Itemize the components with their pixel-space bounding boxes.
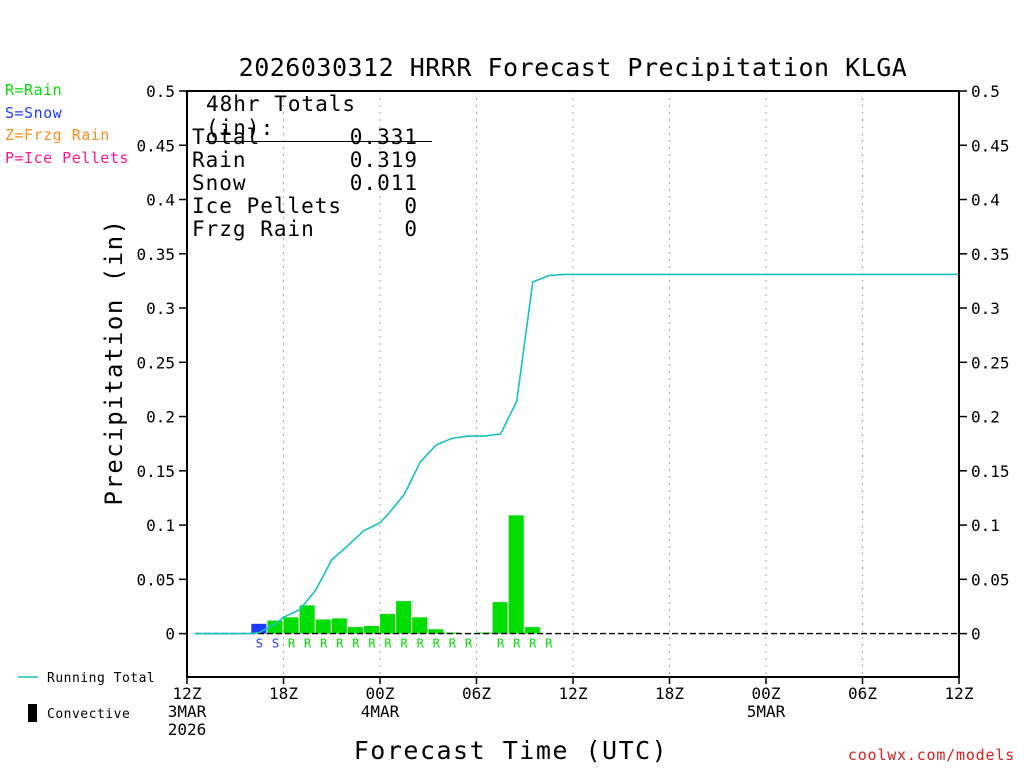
running-total-line (195, 273, 959, 635)
y-axis-left: 0 0.05 0.1 0.15 0.2 0.25 0.3 0.35 0.4 0.45 0.5 (136, 82, 187, 644)
precip-bar (267, 620, 283, 634)
precip-type-label: R (336, 637, 344, 651)
y-axis-right: 0 0.05 0.1 0.15 0.2 0.25 0.3 0.35 0.4 0.45 0.5 (959, 82, 1010, 644)
precip-bar (428, 629, 444, 634)
x-tick-label: 5MAR (747, 702, 786, 721)
y-tick-label-right: 0.3 (971, 299, 1000, 318)
precip-bar (251, 623, 267, 634)
precip-bar (396, 601, 412, 634)
y-tick-label-right: 0 (971, 625, 981, 644)
convective-legend-label: Convective (47, 707, 130, 722)
x-axis-label: Forecast Time (UTC) (354, 736, 668, 765)
totals-box: 48hr Totals (in): Total 0.331 Rain 0.319… (192, 92, 432, 241)
x-tick-label: 12Z (945, 684, 974, 703)
x-tick-label: 18Z (655, 684, 684, 703)
y-tick-label-right: 0.15 (971, 462, 1010, 481)
x-tick-label: 00Z (366, 684, 395, 703)
totals-frzg-label: Frzg Rain (192, 217, 315, 241)
y-tick-label: 0.05 (136, 570, 175, 589)
legend-ice-pellets: P=Ice Pellets (5, 149, 129, 167)
precip-type-label: S (272, 637, 279, 651)
totals-total-value: 0.331 (349, 125, 418, 149)
precip-bar (380, 614, 396, 634)
totals-rain-label: Rain (192, 148, 247, 172)
legend-rain: R=Rain (5, 81, 63, 99)
precip-bar (283, 617, 299, 634)
x-tick-label: 00Z (752, 684, 781, 703)
legend-snow: S=Snow (5, 104, 63, 122)
precip-type-label: R (288, 637, 296, 651)
plot-frame (186, 90, 960, 678)
precip-type-label: R (417, 637, 425, 651)
precip-bar (363, 625, 379, 634)
x-tick-label: 06Z (462, 684, 491, 703)
precip-bar (331, 618, 347, 634)
precip-type-label: R (529, 637, 537, 651)
precip-type-label: R (384, 637, 392, 651)
x-tick-label: 12Z (559, 684, 588, 703)
precip-type-label: R (320, 637, 328, 651)
site-credit: coolwx.com/models (848, 746, 1015, 764)
y-tick-label: 0 (165, 625, 175, 644)
totals-ice-value: 0 (404, 194, 418, 218)
totals-rain-value: 0.319 (349, 148, 418, 172)
precip-bar (524, 627, 540, 634)
totals-snow-value: 0.011 (349, 171, 418, 195)
y-tick-label-right: 0.5 (971, 82, 1000, 101)
totals-total-label: Total (192, 125, 261, 149)
y-tick-label: 0.4 (146, 191, 175, 210)
y-tick-label-right: 0.4 (971, 191, 1000, 210)
precip-bar (315, 619, 331, 634)
y-axis-label: Precipitation (in) (100, 218, 128, 505)
y-tick-label: 0.3 (146, 299, 175, 318)
y-tick-label-right: 0.25 (971, 353, 1010, 372)
running-total-legend-label: Running Total (47, 671, 155, 686)
y-tick-label-right: 0.05 (971, 570, 1010, 589)
y-tick-label: 0.45 (136, 136, 175, 155)
x-tick-label: 2026 (168, 720, 207, 739)
totals-snow-label: Snow (192, 171, 247, 195)
x-tick-label: 4MAR (361, 702, 400, 721)
precip-type-label: R (545, 637, 553, 651)
totals-ice-label: Ice Pellets (192, 194, 343, 218)
precip-type-label: R (449, 637, 457, 651)
precip-type-label: R (433, 637, 441, 651)
totals-frzg-value: 0 (404, 217, 418, 241)
totals-header: 48hr Totals (in): (206, 92, 432, 142)
precip-type-label: R (304, 637, 312, 651)
x-tick-label: 18Z (269, 684, 298, 703)
precip-bar (492, 602, 508, 634)
precip-bar (508, 515, 524, 634)
precip-type-label: R (368, 637, 376, 651)
y-tick-label-right: 0.35 (971, 245, 1010, 264)
x-tick-label: 12Z (173, 684, 202, 703)
y-tick-label-right: 0.1 (971, 516, 1000, 535)
y-tick-label-right: 0.45 (971, 136, 1010, 155)
y-tick-label: 0.2 (146, 408, 175, 427)
precip-type-label: R (401, 637, 409, 651)
chart-title: 2026030312 HRRR Forecast Precipitation K… (239, 53, 908, 82)
precip-type-label: R (497, 637, 505, 651)
precip-type-label: R (352, 637, 360, 651)
x-tick-label: 06Z (848, 684, 877, 703)
precip-type-label: R (465, 637, 473, 651)
y-tick-label-right: 0.2 (971, 408, 1000, 427)
precip-bar (347, 627, 363, 634)
x-tick-label: 3MAR (168, 702, 207, 721)
legend-frzg-rain: Z=Frzg Rain (5, 126, 110, 144)
convective-legend-swatch (28, 704, 37, 722)
precip-bars (251, 515, 540, 634)
y-tick-label: 0.35 (136, 245, 175, 264)
y-tick-label: 0.5 (146, 82, 175, 101)
y-tick-label: 0.15 (136, 462, 175, 481)
precip-type-label: S (256, 637, 263, 651)
precip-bar (412, 617, 428, 634)
precip-type-label: R (513, 637, 521, 651)
y-tick-label: 0.1 (146, 516, 175, 535)
y-tick-label: 0.25 (136, 353, 175, 372)
precip-bar (299, 605, 315, 634)
